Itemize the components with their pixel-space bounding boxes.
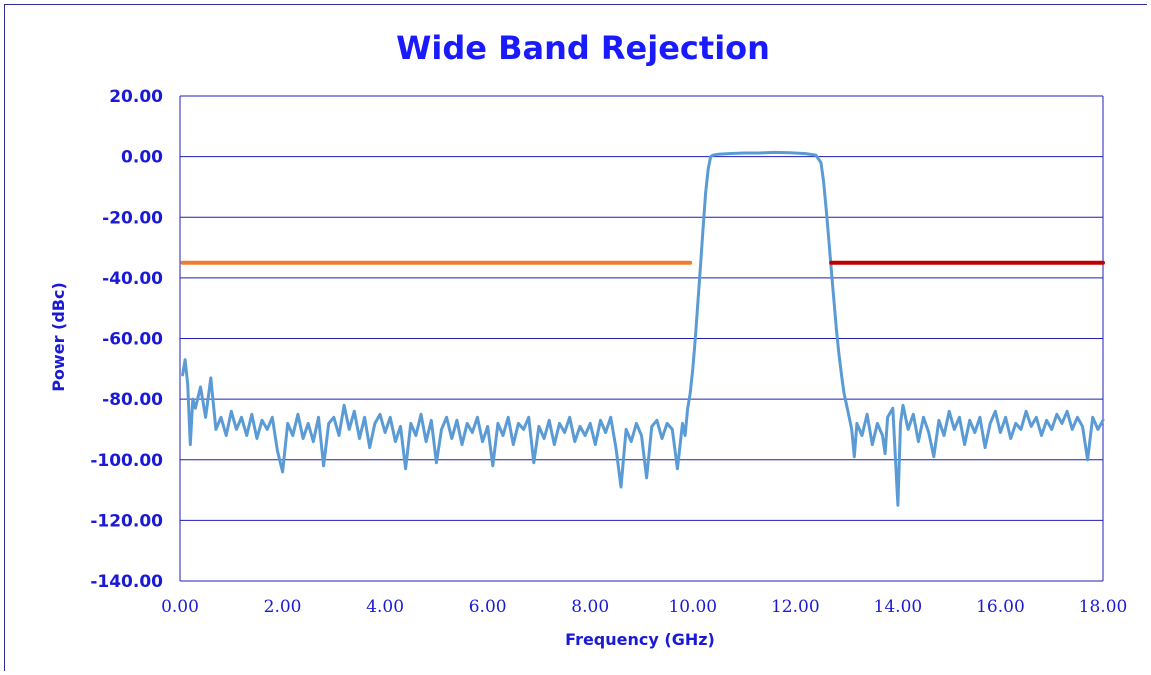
x-tick-label-0: 0.00	[161, 597, 199, 617]
y-tick-label-0: 20.00	[109, 87, 163, 107]
y-tick-label-2: -20.00	[102, 208, 163, 228]
y-tick-label-7: -120.00	[90, 511, 163, 531]
series-line-0	[181, 150, 1105, 507]
x-axis-label: Frequency (GHz)	[565, 630, 715, 649]
x-tick-label-3: 6.00	[469, 597, 507, 617]
gridlines	[180, 95, 1103, 582]
chart-title: Wide Band Rejection	[396, 29, 770, 67]
y-axis-label: Power (dBc)	[49, 282, 68, 392]
y-tick-labels: 20.00 0.00 -20.00 -40.00 -60.00 -80.00 -100.00…	[90, 87, 163, 592]
series-group	[180, 150, 1105, 507]
y-tick-label-3: -40.00	[102, 269, 163, 289]
y-tick-label-4: -60.00	[102, 330, 163, 350]
axes	[179, 96, 1104, 581]
x-tick-label-8: 16.00	[976, 597, 1025, 617]
y-tick-label-8: -140.00	[90, 572, 163, 592]
x-tick-labels: 0.00 2.00 4.00 6.00 8.00 10.00 12.00 14.00 16.00…	[161, 597, 1127, 617]
x-tick-label-4: 8.00	[571, 597, 609, 617]
chart-frame	[4, 4, 1147, 671]
x-tick-label-6: 12.00	[771, 597, 820, 617]
x-tick-label-1: 2.00	[264, 597, 302, 617]
x-tick-label-5: 10.00	[668, 597, 717, 617]
y-tick-label-5: -80.00	[102, 390, 163, 410]
y-tick-label-1: 0.00	[121, 148, 163, 168]
x-tick-label-2: 4.00	[366, 597, 404, 617]
x-tick-label-9: 18.00	[1079, 597, 1128, 617]
x-tick-label-7: 14.00	[874, 597, 923, 617]
y-tick-label-6: -100.00	[90, 451, 163, 471]
